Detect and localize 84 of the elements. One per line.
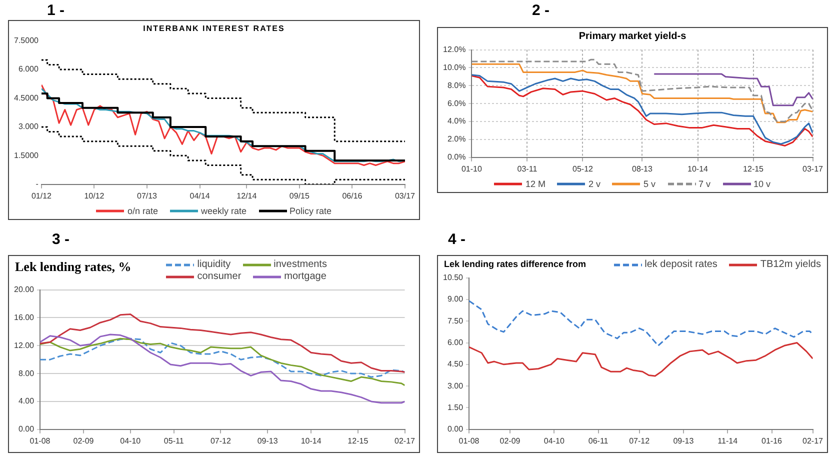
x-tick-label: 10-14 <box>688 164 709 174</box>
x-tick-label: 12/14 <box>236 191 258 200</box>
x-tick-label: 04-10 <box>120 436 142 446</box>
x-tick-label: 03-17 <box>802 164 824 174</box>
x-tick-label: 12-15 <box>348 436 369 446</box>
x-tick-label: 07/13 <box>136 191 158 200</box>
x-tick-label: 03/17 <box>394 191 416 200</box>
y-tick-label: 0.0% <box>447 152 466 162</box>
x-tick-label: 05-11 <box>164 436 184 446</box>
y-tick-label: 1.50 <box>447 402 464 412</box>
line-series <box>40 338 405 378</box>
text: 2 - <box>532 2 550 19</box>
y-tick-label: 6.00 <box>447 338 464 347</box>
x-tick-label: 04/14 <box>190 191 210 200</box>
x-tick-label: 10/12 <box>84 191 105 200</box>
legend-label: Policy rate <box>290 206 332 216</box>
y-tick-label: - <box>36 180 39 189</box>
chart-title: Lek lending rates, % <box>15 259 132 275</box>
y-tick-label: 4.0% <box>447 116 466 126</box>
y-tick-label: 10.50 <box>442 273 464 282</box>
x-tick-label: 04-10 <box>544 436 565 446</box>
legend-label: lek deposit rates <box>644 259 718 270</box>
x-tick-label: 07-12 <box>629 436 650 446</box>
x-tick-label: 09/15 <box>289 191 310 200</box>
y-tick-label: 6.000 <box>18 64 40 74</box>
y-tick-label: 9.00 <box>447 294 464 304</box>
y-tick-label: 12.00 <box>14 340 35 350</box>
text: 3 - <box>52 231 70 248</box>
y-tick-label: 1.5000 <box>14 150 40 160</box>
legend-label: 12 M <box>525 179 546 189</box>
y-tick-label: 16.00 <box>14 312 35 322</box>
x-tick-label: 02-09 <box>73 436 94 446</box>
line-series <box>469 300 813 346</box>
x-tick-label: 02-17 <box>802 436 824 446</box>
y-tick-label: 3.00 <box>447 381 464 390</box>
y-tick-label: 4.50 <box>447 360 464 369</box>
x-tick-label: 01/12 <box>31 191 52 200</box>
x-tick-label: 01-08 <box>458 436 480 446</box>
x-tick-label: 08-13 <box>632 164 654 174</box>
x-tick-label: 01-08 <box>30 436 51 446</box>
y-tick-label: 12.0% <box>442 45 466 54</box>
legend-label: consumer <box>197 271 242 282</box>
legend-label: 7 v <box>698 179 711 189</box>
x-tick-label: 09-13 <box>673 436 694 446</box>
legend-label: TB12m yields <box>760 259 821 270</box>
legend-label: weekly rate <box>200 206 247 216</box>
x-tick-label: 12-15 <box>743 164 764 174</box>
x-tick-label: 01-16 <box>762 436 783 446</box>
chart-title: INTERBANK INTEREST RATES <box>143 24 285 33</box>
x-tick-label: 06-11 <box>588 436 609 446</box>
legend-label: mortgage <box>284 271 326 282</box>
x-tick-label: 09-13 <box>257 436 278 446</box>
x-tick-label: 11-14 <box>718 436 738 446</box>
x-tick-label: 10-14 <box>300 436 322 446</box>
y-tick-label: 2.0% <box>447 134 466 144</box>
y-tick-label: 0.00 <box>18 424 35 434</box>
legend-label: 2 v <box>588 179 600 189</box>
y-tick-label: 10.0% <box>442 62 466 72</box>
y-tick-label: 6.0% <box>447 98 466 108</box>
legend-label: liquidity <box>197 259 231 270</box>
y-tick-label: 3.000 <box>18 122 40 132</box>
legend-label: 5 v <box>643 179 656 189</box>
y-tick-label: 20.00 <box>14 285 35 294</box>
x-tick-label: 07-12 <box>210 436 232 446</box>
x-tick-label: 06/16 <box>342 191 363 200</box>
y-tick-label: 8.0% <box>447 80 466 90</box>
chart-title: Lek lending rates difference from <box>444 259 586 269</box>
text: 1 - <box>47 2 65 19</box>
x-tick-label: 02-09 <box>500 436 521 446</box>
x-tick-label: 02-17 <box>394 436 416 446</box>
y-tick-label: 7.50 <box>447 316 464 326</box>
x-tick-label: 03-11 <box>517 164 538 174</box>
y-tick-label: 8.00 <box>18 368 35 378</box>
x-tick-label: 05-12 <box>572 164 594 174</box>
y-tick-label: 4.5000 <box>14 93 40 102</box>
y-tick-label: 7.5000 <box>14 36 40 46</box>
legend-label: 10 v <box>754 179 771 189</box>
y-tick-label: 0.00 <box>447 424 464 434</box>
legend-label: investments <box>274 259 327 270</box>
x-tick-label: 01-10 <box>461 164 482 174</box>
text: 4 - <box>448 231 466 248</box>
legend-label: o/n rate <box>127 206 158 216</box>
y-tick-label: 4.00 <box>18 396 35 406</box>
chart-title: Primary market yield-s <box>578 31 686 42</box>
